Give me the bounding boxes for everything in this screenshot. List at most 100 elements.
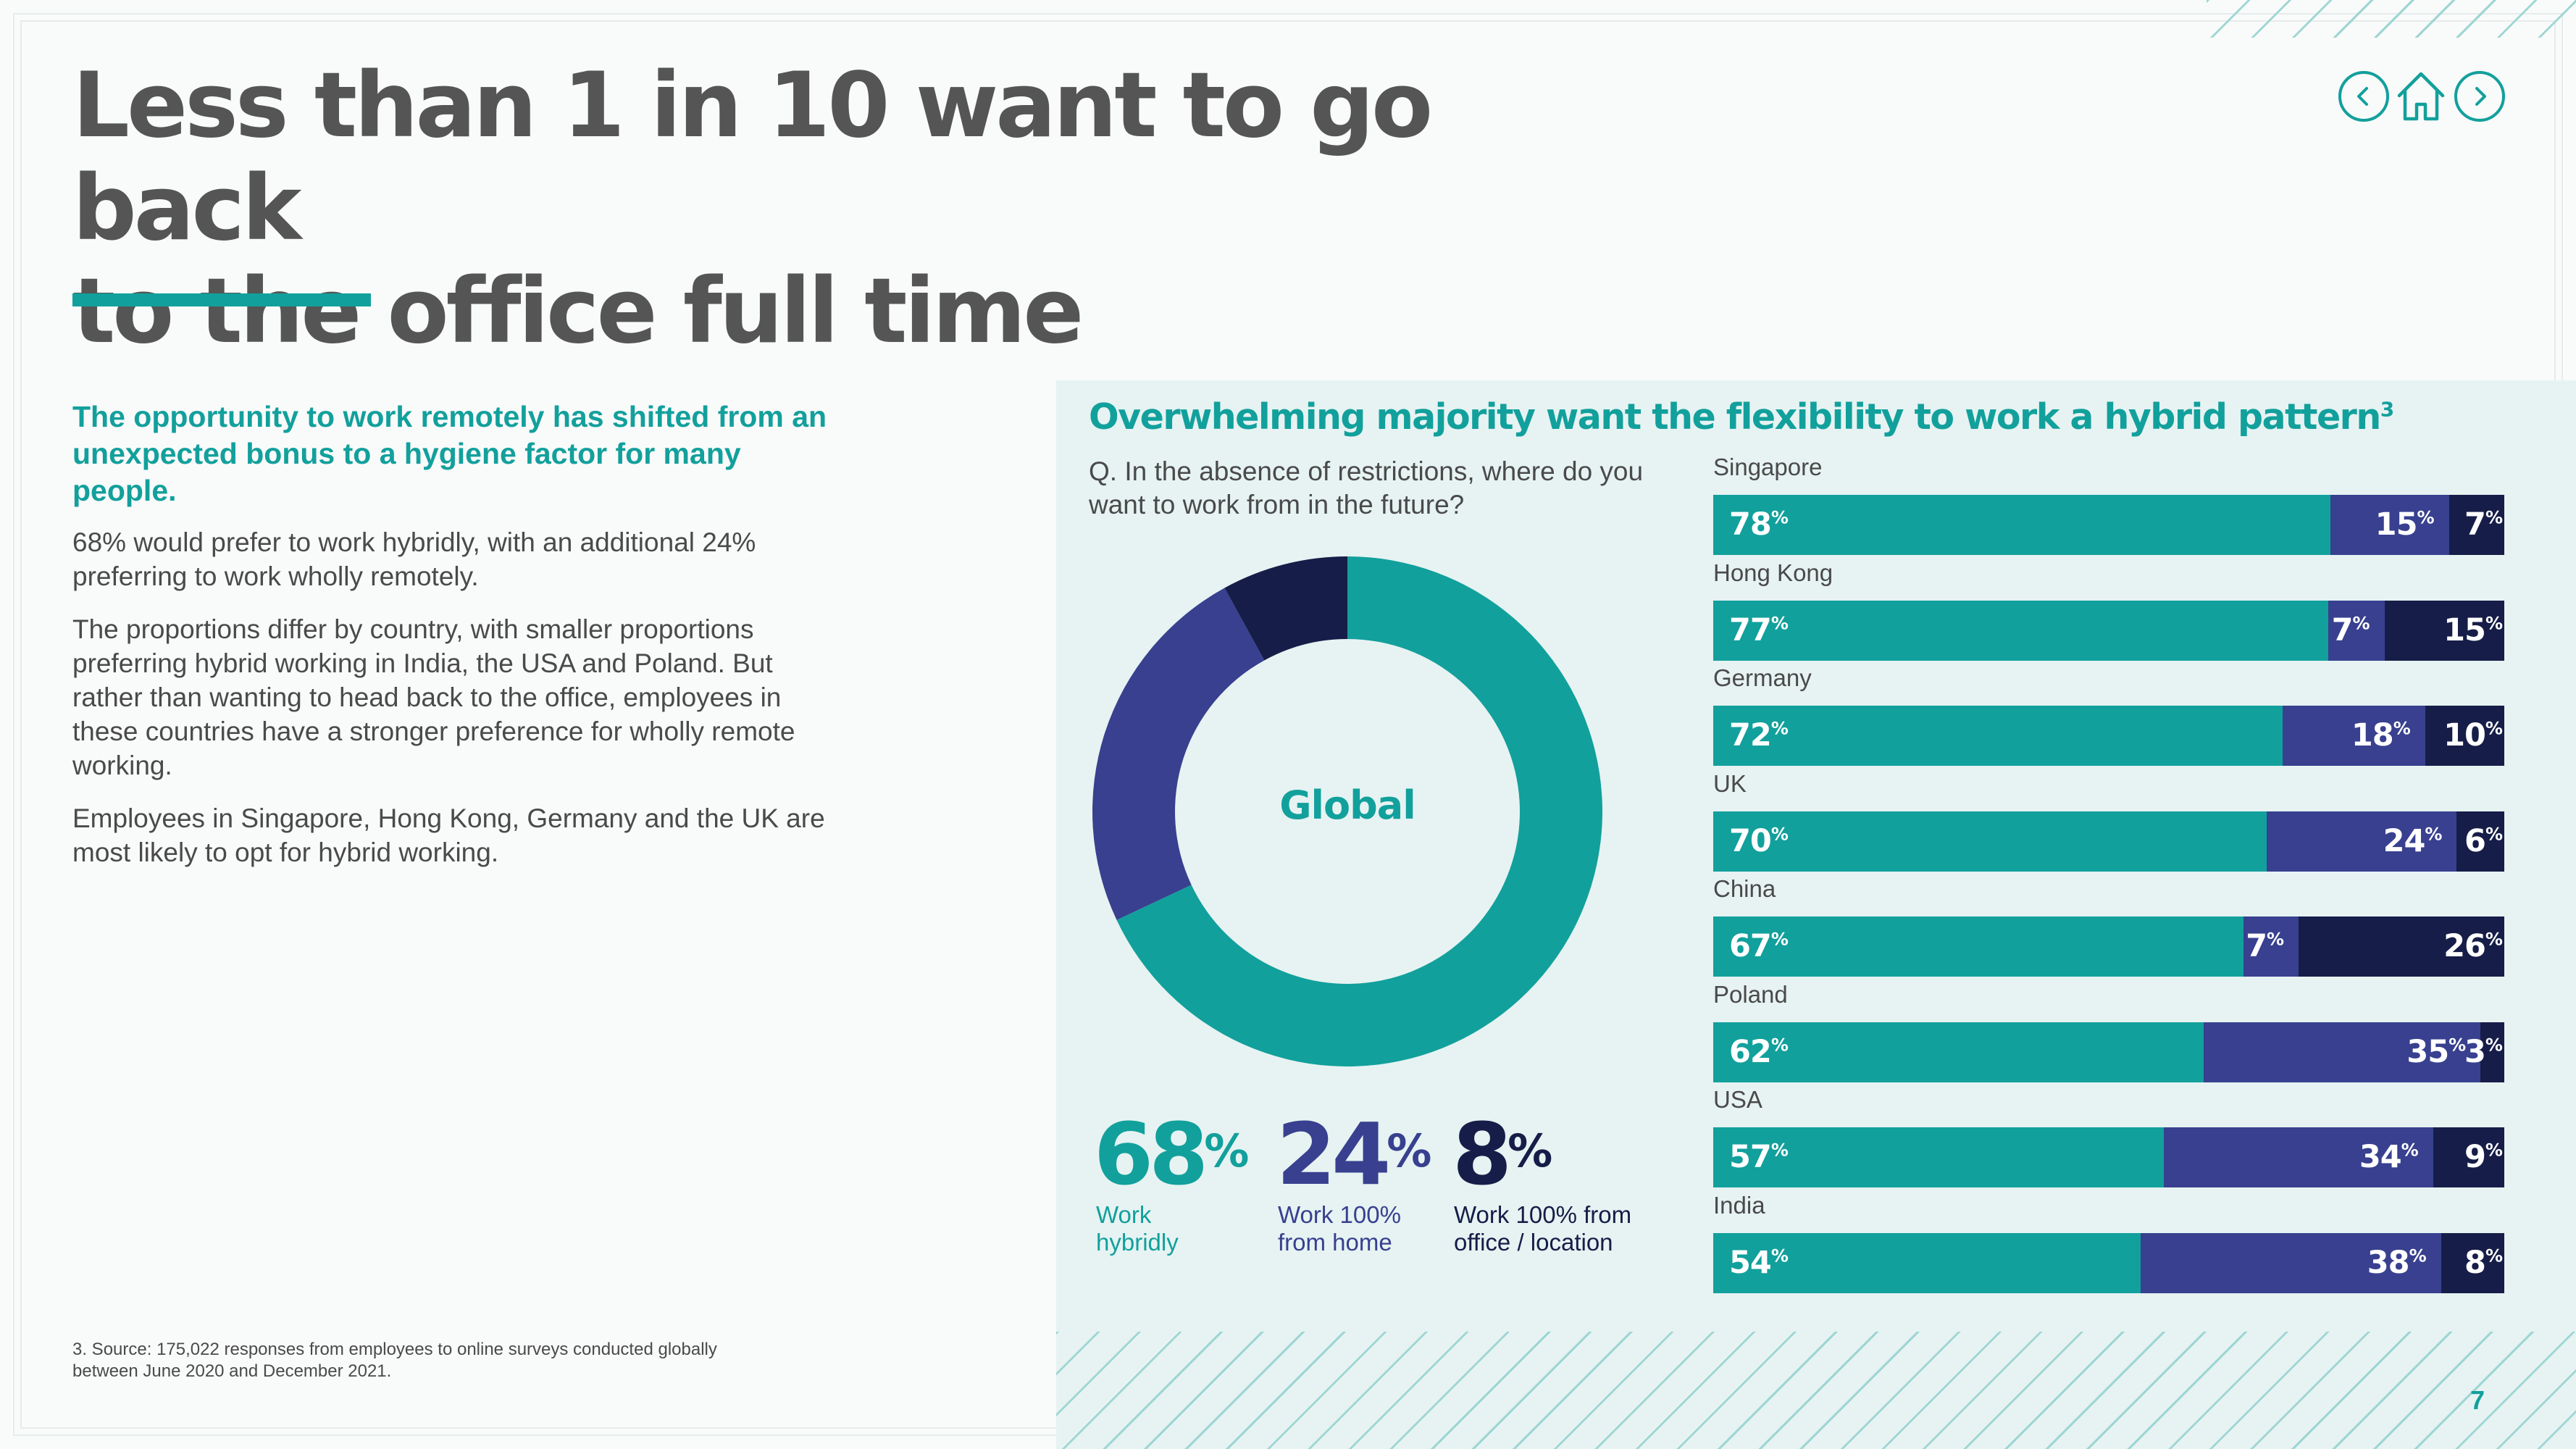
stat-hybrid-number: 68 (1094, 1104, 1208, 1204)
country-label-china: China (1713, 875, 1776, 902)
donut-center-label: Global (1279, 782, 1416, 828)
source-footnote: 3. Source: 175,022 responses from employ… (72, 1340, 717, 1381)
bar-label-poland-home: 35% (2406, 1033, 2467, 1070)
page-number: 7 (2470, 1385, 2485, 1415)
bar-china: 67% 7% 26% (1713, 916, 2504, 977)
panel-title: Overwhelming majority want the flexibili… (1089, 396, 2394, 438)
bar-hong-kong: 77% 7% 15% (1713, 600, 2504, 661)
bar-segment-india-hybrid: 54% (1713, 1232, 2141, 1293)
bar-label-hong-kong-office: 15% (2443, 611, 2503, 648)
home-icon[interactable] (2395, 70, 2447, 123)
panel-title-footnote-ref: 3 (2380, 397, 2394, 422)
bar-label-india-hybrid: 54% (1729, 1244, 1789, 1281)
bar-label-usa-home: 34% (2359, 1139, 2419, 1175)
bar-label-hong-kong-hybrid: 77% (1729, 611, 1789, 648)
stat-hybrid-value: 68% (1094, 1107, 1249, 1201)
bar-segment-poland-office: 3% (2464, 1022, 2504, 1082)
bar-segment-uk-home: 24% (2267, 811, 2457, 872)
bar-segment-uk-hybrid: 70% (1713, 811, 2267, 872)
bar-uk: 70% 24% 6% (1713, 811, 2504, 872)
bar-segment-singapore-hybrid: 78% (1713, 495, 2330, 555)
title-line-1: Less than 1 in 10 want to go back (72, 54, 1433, 261)
bar-india: 54% 38% 8% (1713, 1232, 2504, 1293)
bar-label-singapore-hybrid: 78% (1729, 506, 1789, 543)
bar-poland: 62% 35% 3% (1713, 1022, 2504, 1082)
bar-segment-singapore-office: 7% (2449, 495, 2504, 555)
bar-segment-poland-home: 35% (2204, 1022, 2481, 1082)
stat-home-pct: % (1387, 1124, 1432, 1177)
country-label-uk: UK (1713, 769, 1747, 797)
bar-usa: 57% 34% 9% (1713, 1127, 2504, 1187)
stat-home-value: 24% (1276, 1107, 1431, 1201)
bar-label-hong-kong-home: 7% (2331, 611, 2370, 648)
bar-segment-germany-office: 10% (2425, 706, 2504, 766)
hatch-top-right (2207, 0, 2576, 38)
bar-segment-india-home: 38% (2140, 1232, 2441, 1293)
country-label-singapore: Singapore (1713, 454, 1823, 480)
chevron-right-icon (2475, 87, 2486, 106)
stat-office-number: 8 (1452, 1104, 1512, 1204)
paragraph-3: Employees in Singapore, Hong Kong, Germa… (72, 803, 825, 867)
panel-title-text: Overwhelming majority want the flexibili… (1089, 396, 2381, 438)
title-line-2: to the office full time (72, 259, 1084, 364)
bar-label-poland-office: 3% (2464, 1033, 2503, 1070)
bar-label-usa-hybrid: 57% (1729, 1139, 1789, 1175)
page-title: Less than 1 in 10 want to go back to the… (72, 54, 1449, 363)
bar-label-china-office: 26% (2443, 928, 2503, 964)
bar-label-india-home: 38% (2367, 1244, 2427, 1281)
bar-label-china-home: 7% (2246, 928, 2285, 964)
bar-label-usa-office: 9% (2464, 1139, 2503, 1175)
paragraph-1: 68% would prefer to work hybridly, with … (72, 527, 756, 591)
bar-segment-hong-kong-home: 7% (2328, 600, 2385, 661)
bar-label-singapore-home: 15% (2375, 506, 2435, 543)
donut-slice-hybrid (1116, 556, 1602, 1066)
bar-segment-hong-kong-office: 15% (2384, 600, 2504, 661)
bar-segment-india-office: 8% (2441, 1232, 2504, 1293)
hatch-bottom-panel (1056, 1332, 2576, 1449)
country-label-usa: USA (1713, 1086, 1762, 1113)
title-underline (72, 293, 371, 306)
bar-singapore: 78% 15% 7% (1713, 495, 2504, 555)
bar-label-singapore-office: 7% (2464, 506, 2503, 543)
lead-paragraph: The opportunity to work remotely has shi… (72, 400, 827, 507)
bar-segment-uk-office: 6% (2456, 811, 2504, 872)
bar-segment-poland-hybrid: 62% (1713, 1022, 2204, 1082)
country-label-poland: Poland (1713, 980, 1788, 1008)
stat-hybrid-label: Work hybridly (1096, 1201, 1179, 1256)
stat-hybrid-pct: % (1204, 1124, 1250, 1177)
bar-label-germany-office: 10% (2443, 717, 2503, 753)
bar-segment-usa-home: 34% (2164, 1127, 2433, 1187)
stat-office-pct: % (1507, 1124, 1553, 1177)
donut-slice-office (1224, 556, 1347, 661)
stat-office-label: Work 100% from office / location (1454, 1201, 1632, 1256)
bar-segment-usa-hybrid: 57% (1713, 1127, 2165, 1187)
country-label-india: India (1713, 1191, 1765, 1219)
country-label-germany: Germany (1713, 664, 1812, 691)
stat-home-label: Work 100% from home (1278, 1201, 1401, 1256)
bar-label-china-hybrid: 67% (1729, 928, 1789, 964)
bar-segment-hong-kong-hybrid: 77% (1713, 600, 2329, 661)
bar-label-india-office: 8% (2464, 1244, 2503, 1281)
stat-office-value: 8% (1452, 1107, 1552, 1201)
bar-segment-china-office: 26% (2299, 916, 2504, 977)
bar-segment-usa-office: 9% (2433, 1127, 2504, 1187)
bar-label-uk-office: 6% (2464, 822, 2503, 859)
chevron-left-icon (2357, 87, 2368, 106)
prev-button[interactable] (2338, 71, 2389, 122)
country-label-hong-kong: Hong Kong (1713, 559, 1833, 586)
survey-question: Q. In the absence of restrictions, where… (1089, 456, 1644, 519)
donut-slice-home (1092, 588, 1265, 920)
bar-segment-germany-hybrid: 72% (1713, 706, 2283, 766)
bar-segment-china-hybrid: 67% (1713, 916, 2243, 977)
next-button[interactable] (2454, 71, 2505, 122)
intro-text: The opportunity to work remotely has shi… (72, 398, 840, 888)
global-donut-chart (1092, 556, 1602, 1066)
bar-label-poland-hybrid: 62% (1729, 1033, 1789, 1070)
bar-label-uk-hybrid: 70% (1729, 822, 1789, 859)
stat-home-number: 24 (1276, 1104, 1391, 1204)
country-bar-chart: Singapore 78% 15% 7% Hong Kong 77% 7% 15% German… (1713, 0, 2504, 1449)
bar-segment-germany-home: 18% (2283, 706, 2425, 766)
bar-segment-china-home: 7% (2243, 916, 2299, 977)
paragraph-2: The proportions differ by country, with … (72, 614, 795, 780)
bar-label-germany-hybrid: 72% (1729, 717, 1789, 753)
